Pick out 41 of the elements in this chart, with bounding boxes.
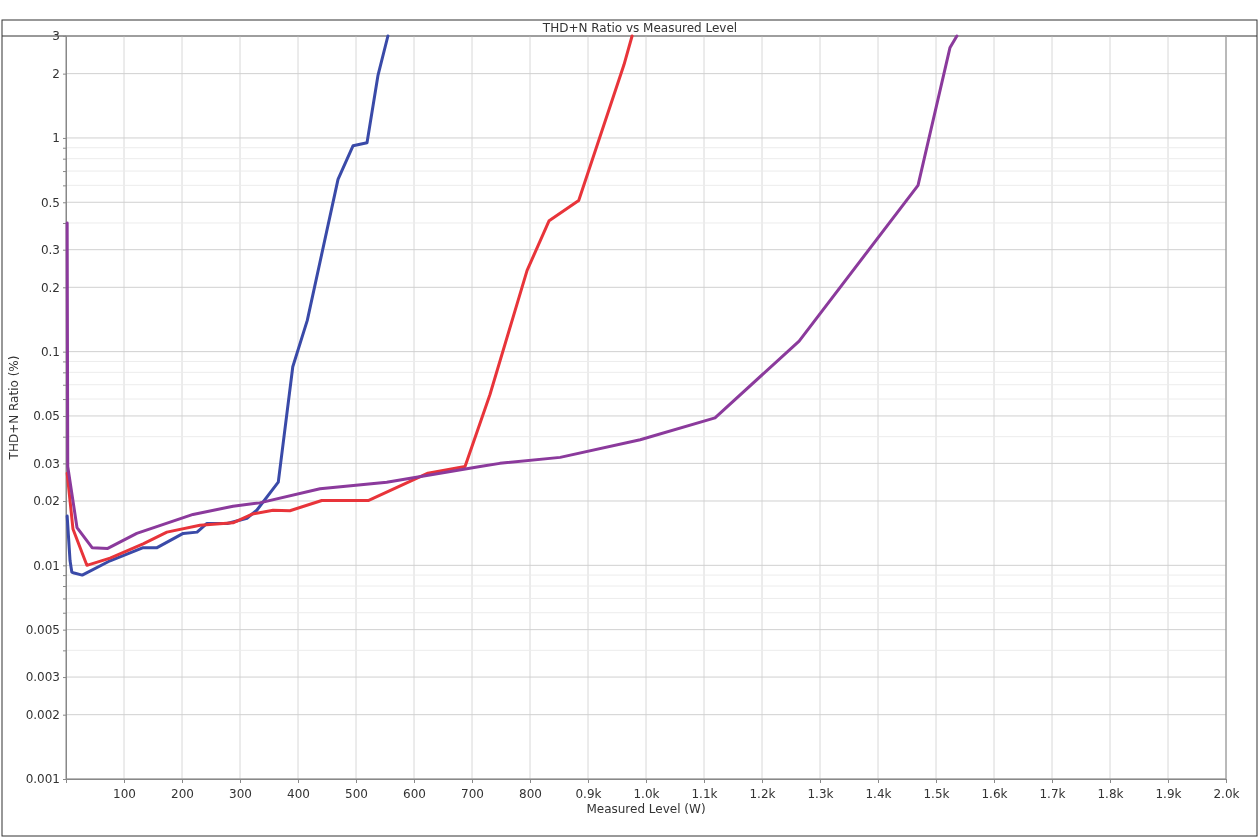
line-series (65, 34, 634, 567)
y-tick-label: 0.02 (33, 494, 60, 509)
y-tick-label: 0.002 (25, 708, 60, 723)
y-tick-label: 0.3 (40, 243, 60, 258)
x-axis-title: Measured Level (W) (586, 802, 706, 816)
y-tick-label: 0.001 (25, 772, 60, 787)
x-tick-label: 500 (345, 787, 368, 801)
x-tick-label: 1.1k (691, 787, 718, 801)
y-tick-label: 0.5 (40, 195, 60, 210)
y-tick-label: 0.03 (33, 456, 60, 471)
x-tick-label: 200 (171, 787, 194, 801)
x-tick-label: 0.9k (575, 787, 602, 801)
x-tick-label: 700 (461, 787, 484, 801)
y-tick-label: 3 (52, 29, 60, 44)
x-tick-label: 600 (403, 787, 426, 801)
x-tick-label: 1.0k (633, 787, 660, 801)
x-tick-label: 2.0k (1213, 787, 1240, 801)
x-tick-label: 1.9k (1155, 787, 1182, 801)
x-tick-label: 1.8k (1097, 787, 1124, 801)
y-tick-label: 0.005 (25, 622, 60, 637)
x-tick-label: 400 (287, 787, 310, 801)
y-tick-label: 0.2 (40, 280, 60, 295)
x-tick-label: 800 (519, 787, 542, 801)
x-tick-label: 1.5k (923, 787, 950, 801)
y-axis-title: THD+N Ratio (%) (7, 355, 21, 461)
y-tick-label: 0.003 (25, 670, 60, 685)
x-tick-label: 100 (113, 787, 136, 801)
x-tick-label: 1.2k (749, 787, 776, 801)
line-series (65, 34, 390, 577)
y-tick-label: 0.05 (33, 409, 60, 424)
y-tick-label: 0.01 (33, 558, 60, 573)
x-tick-label: 300 (229, 787, 252, 801)
y-tick-label: 2 (52, 66, 60, 81)
chart-title: THD+N Ratio vs Measured Level (541, 21, 738, 35)
y-tick-label: 1 (52, 131, 60, 146)
x-tick-label: 1.6k (981, 787, 1008, 801)
x-tick-label: 1.4k (865, 787, 892, 801)
line-series (65, 34, 959, 550)
x-tick-label: 1.3k (807, 787, 834, 801)
x-tick-label: 1.7k (1039, 787, 1066, 801)
y-tick-label: 0.1 (40, 344, 60, 359)
